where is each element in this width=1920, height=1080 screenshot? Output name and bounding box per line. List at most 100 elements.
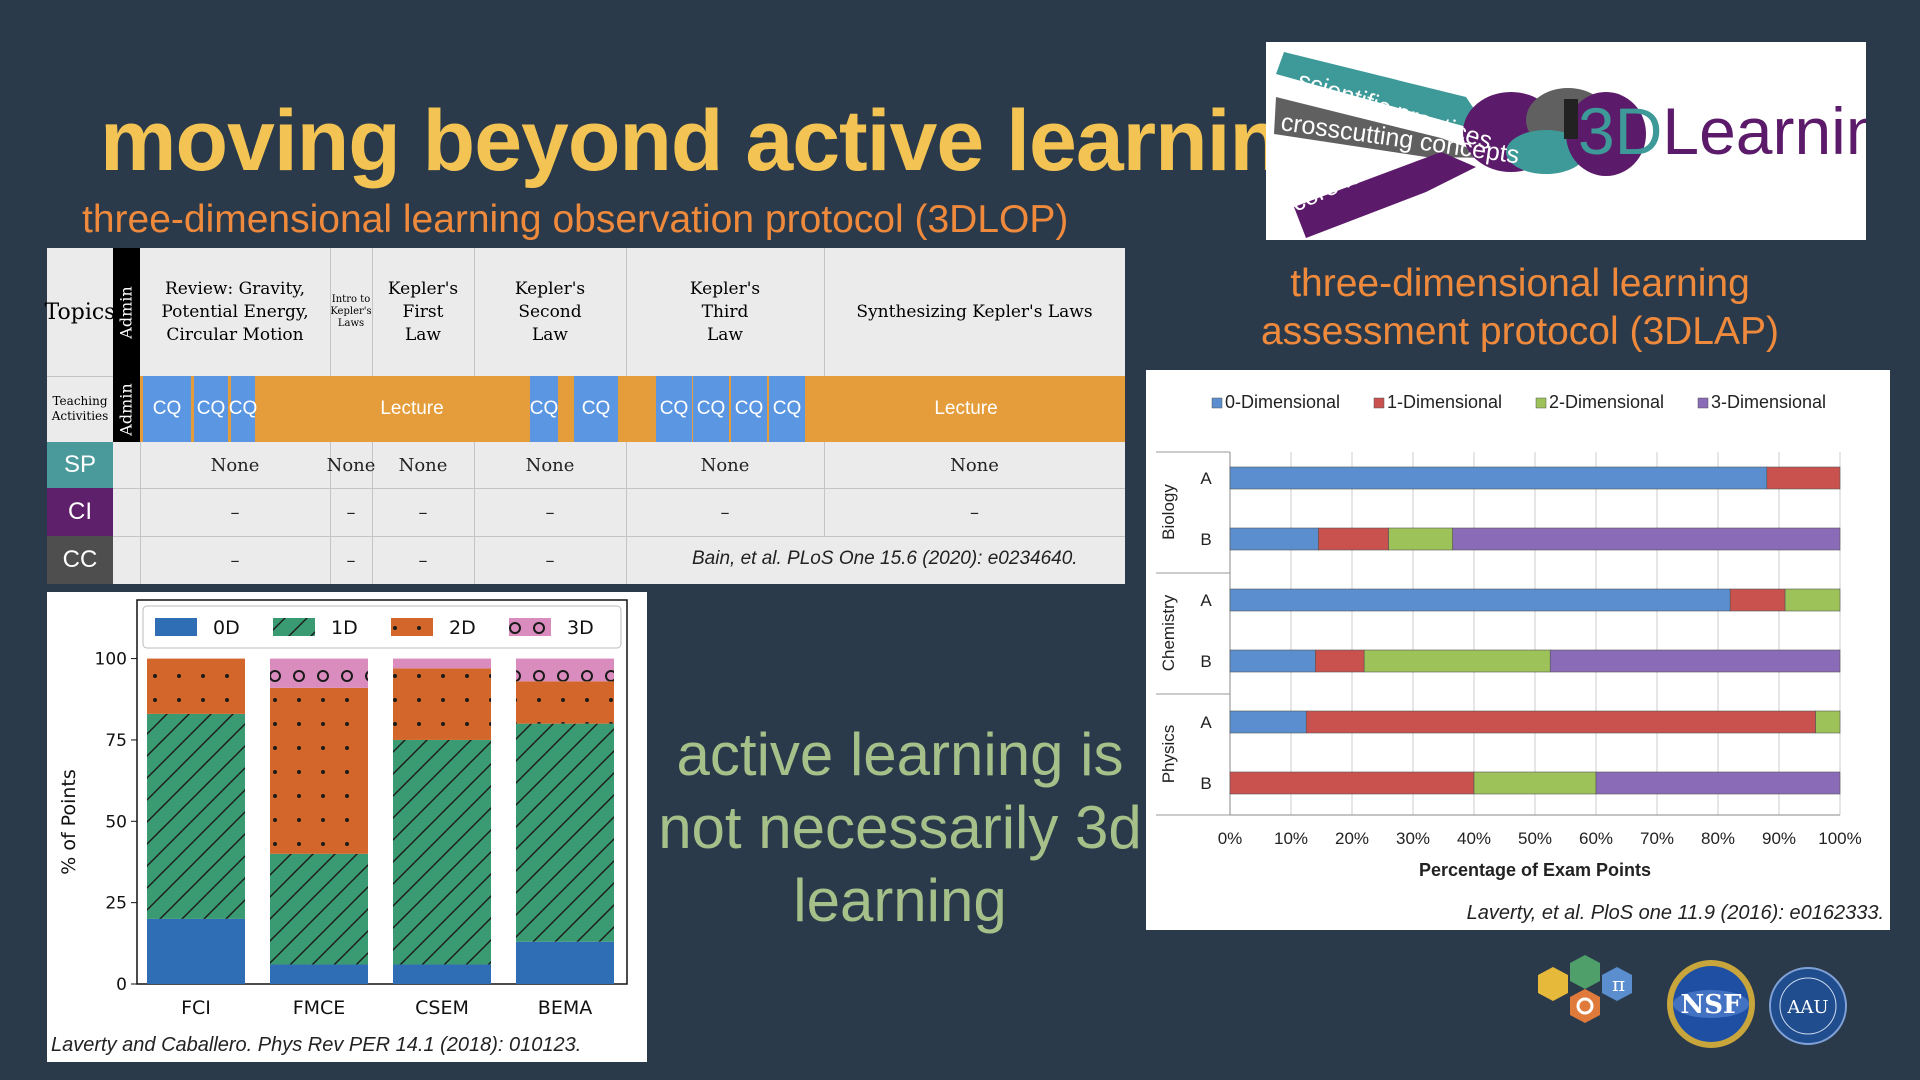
activity-cq: CQ bbox=[656, 376, 692, 442]
sp-value: None bbox=[398, 454, 448, 476]
bar-segment bbox=[1473, 771, 1597, 795]
topic-synthesizing: Synthesizing Kepler's Laws bbox=[856, 302, 1093, 322]
activity-cq: CQ bbox=[731, 376, 767, 442]
bar-segment bbox=[1388, 527, 1453, 551]
bar-segment bbox=[1229, 527, 1319, 551]
legend-swatch bbox=[1697, 397, 1709, 409]
lap-citation: Laverty, et al. PloS one 11.9 (2016): e0… bbox=[1466, 902, 1884, 924]
y-tick-label: 25 bbox=[105, 894, 127, 914]
topic-intro: Intro to Kepler's Laws bbox=[330, 294, 372, 329]
x-tick-label: 80% bbox=[1701, 829, 1735, 848]
bar-segment bbox=[1363, 649, 1551, 673]
legend-label: 2-Dimensional bbox=[1549, 392, 1664, 412]
legend-label: 3-Dimensional bbox=[1711, 392, 1826, 412]
bar-segment bbox=[147, 713, 245, 919]
row-label: B bbox=[1200, 530, 1211, 549]
y-tick-label: 100 bbox=[95, 650, 127, 670]
admin-label-bottom: Admin bbox=[117, 382, 137, 436]
legend-swatch bbox=[1535, 397, 1547, 409]
activities-background bbox=[140, 376, 1125, 442]
group-label: Biology bbox=[1159, 484, 1178, 540]
x-tick-label: 50% bbox=[1518, 829, 1552, 848]
legend-swatch bbox=[1373, 397, 1385, 409]
x-tick-label: 40% bbox=[1457, 829, 1491, 848]
bar-segment bbox=[270, 658, 368, 688]
legend-swatch bbox=[273, 618, 315, 636]
lap-chart-panel: 0-Dimensional 1-Dimensional 2-Dimensional 3… bbox=[1146, 370, 1890, 930]
bar-segment bbox=[270, 853, 368, 965]
lop-subtitle: three-dimensional learning observation p… bbox=[82, 198, 1069, 241]
bar-segment bbox=[1549, 649, 1841, 673]
activity-lecture: Lecture bbox=[380, 398, 444, 419]
bar-segment bbox=[1766, 466, 1841, 490]
legend-label: 0-Dimensional bbox=[1225, 392, 1340, 412]
activity-cq: CQ bbox=[574, 376, 618, 442]
nsf-logo: NSF bbox=[1667, 960, 1755, 1048]
ci-value: – bbox=[545, 501, 555, 523]
x-tick-label: FCI bbox=[181, 997, 211, 1019]
topic-first-law: Kepler's First Law bbox=[387, 278, 459, 345]
aau-logo: AAU bbox=[1769, 967, 1847, 1045]
ci-value: – bbox=[418, 501, 428, 523]
bar-segment bbox=[270, 964, 368, 984]
bar-segment bbox=[1229, 710, 1307, 734]
topic-second-law: Kepler's Second Law bbox=[514, 278, 586, 345]
hexagon-disciplines-logo: π bbox=[1538, 955, 1632, 1023]
logo-wordmark-3d: 3DLearning bbox=[1578, 94, 1866, 168]
bar-segment bbox=[1452, 527, 1841, 551]
legend-swatch bbox=[509, 618, 551, 636]
lop-citation: Bain, et al. PLoS One 15.6 (2020): e0234… bbox=[692, 548, 1078, 569]
legend-label: 0D bbox=[213, 617, 240, 639]
bar-segment bbox=[1315, 649, 1365, 673]
plot-frame bbox=[136, 599, 628, 985]
y-tick-label: 50 bbox=[105, 812, 127, 832]
row-label: A bbox=[1200, 469, 1212, 488]
x-tick-label: FMCE bbox=[293, 997, 346, 1019]
caballero-chart: FCI FMCE CSEM BEMA 0 25 50 75 100 % of Points 0D 1D… bbox=[58, 599, 628, 1019]
activity-cq: CQ bbox=[229, 376, 257, 442]
x-tick-label: 10% bbox=[1274, 829, 1308, 848]
bar-segment bbox=[393, 739, 491, 965]
bar-segment bbox=[516, 941, 614, 984]
row-label: A bbox=[1200, 713, 1212, 732]
group-label: Physics bbox=[1159, 725, 1178, 784]
row-label: B bbox=[1200, 774, 1211, 793]
y-tick-label: 0 bbox=[116, 975, 127, 995]
row-label: A bbox=[1200, 591, 1212, 610]
bar-segment bbox=[1229, 649, 1316, 673]
ci-value: – bbox=[720, 501, 730, 523]
topic-review: Review: Gravity, Potential Energy, Circu… bbox=[161, 278, 309, 345]
bar-segment bbox=[270, 687, 368, 854]
bar-segment bbox=[1305, 710, 1816, 734]
sp-value: None bbox=[525, 454, 575, 476]
bar-segment bbox=[1229, 466, 1768, 490]
bar-segment bbox=[1815, 710, 1841, 734]
x-tick-label: BEMA bbox=[538, 997, 592, 1019]
bar-segment bbox=[516, 658, 614, 682]
bar-segment bbox=[1229, 771, 1475, 795]
sp-value: None bbox=[210, 454, 260, 476]
admin-label-top: Admin bbox=[117, 285, 137, 339]
bar-segment bbox=[1595, 771, 1841, 795]
bar-segment bbox=[393, 668, 491, 740]
svg-text:π: π bbox=[1612, 972, 1625, 996]
bar-segment bbox=[516, 681, 614, 724]
bar-segment bbox=[1229, 588, 1731, 612]
legend-box bbox=[142, 605, 622, 649]
dim-sp-label: SP bbox=[47, 442, 113, 488]
activity-cq: CQ bbox=[769, 376, 805, 442]
legend-swatch bbox=[155, 618, 197, 636]
y-axis-title: % of Points bbox=[58, 769, 80, 875]
legend-label: 2D bbox=[449, 617, 476, 639]
x-tick-label: 20% bbox=[1335, 829, 1369, 848]
group-label: Chemistry bbox=[1159, 594, 1178, 671]
sp-value: None bbox=[700, 454, 750, 476]
caballero-chart-panel: FCI FMCE CSEM BEMA 0 25 50 75 100 % of Points 0D 1D… bbox=[47, 592, 647, 1062]
bar-segment bbox=[147, 918, 245, 984]
lap-chart: 0-Dimensional 1-Dimensional 2-Dimensional 3… bbox=[1156, 392, 1862, 880]
bar-segment bbox=[393, 658, 491, 669]
ci-value: – bbox=[346, 501, 356, 523]
admin-band-bottom: Admin bbox=[113, 376, 140, 442]
x-tick-label: 70% bbox=[1640, 829, 1674, 848]
lap-subtitle: three-dimensional learning assessment pr… bbox=[1260, 262, 1780, 353]
